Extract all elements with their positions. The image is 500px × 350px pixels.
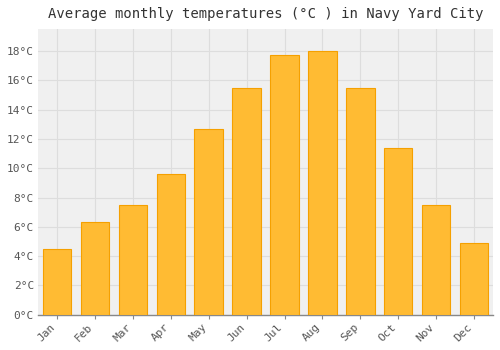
Bar xyxy=(232,88,261,315)
Bar xyxy=(194,129,223,315)
Bar xyxy=(43,249,72,315)
Bar xyxy=(156,174,185,315)
Bar xyxy=(346,88,374,315)
Bar xyxy=(460,243,488,315)
Title: Average monthly temperatures (°C ) in Navy Yard City: Average monthly temperatures (°C ) in Na… xyxy=(48,7,484,21)
Bar xyxy=(270,55,299,315)
Bar xyxy=(81,223,109,315)
Bar xyxy=(422,205,450,315)
Bar xyxy=(118,205,147,315)
Bar xyxy=(384,148,412,315)
Bar xyxy=(308,51,336,315)
